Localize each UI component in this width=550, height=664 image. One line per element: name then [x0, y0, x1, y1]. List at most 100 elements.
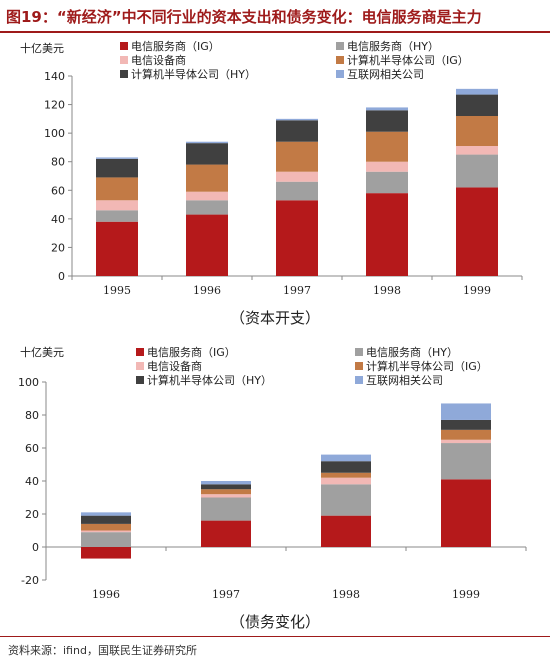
bar-segment-1996-s2: [186, 191, 228, 201]
bar-segment-1998-s3: [321, 472, 371, 478]
legend-label: 计算机半导体公司（IG）: [347, 53, 469, 67]
legend-item: 计算机半导体公司（HY）: [120, 67, 256, 81]
bar-segment-1999-s0: [456, 187, 498, 276]
bar-segment-1999-s3: [441, 429, 491, 440]
legend-item: 电信服务商（HY）: [336, 39, 439, 53]
legend-label: 计算机半导体公司（IG）: [366, 359, 488, 373]
bar-segment-1996-s4: [81, 515, 131, 524]
legend-swatch: [355, 362, 363, 370]
legend-label: 电信服务商（IG）: [131, 39, 220, 53]
bar-segment-1999-s0: [441, 479, 491, 547]
bar-segment-1995-s3: [96, 177, 138, 201]
legend-swatch: [136, 362, 144, 370]
y-tick-label: 20: [51, 241, 65, 254]
bar-segment-1997-s1: [201, 497, 251, 521]
bar-segment-1996-s5: [81, 512, 131, 516]
y-tick-label: 60: [51, 184, 65, 197]
figure-title-bar: 图19：“新经济”中不同行业的资本支出和债务变化：电信服务商是主力: [0, 0, 550, 34]
bar-segment-1996-s3: [81, 523, 131, 531]
legend-label: 互联网相关公司: [347, 67, 424, 81]
bar-segment-1999-s5: [441, 403, 491, 420]
legend-label: 计算机半导体公司（HY）: [147, 373, 272, 387]
legend-item: 电信服务商（IG）: [136, 345, 236, 359]
bar-segment-1999-s2: [441, 439, 491, 444]
bar-segment-1998-s4: [366, 110, 408, 132]
legend-item: 计算机半导体公司（IG）: [336, 53, 469, 67]
bar-segment-1996-s0: [81, 547, 131, 559]
x-tick-label: 1997: [212, 588, 240, 601]
y-tick-label: 0: [58, 270, 65, 283]
legend-label: 互联网相关公司: [366, 373, 443, 387]
bar-segment-1997-s0: [201, 520, 251, 547]
bar-segment-1997-s5: [276, 118, 318, 121]
bar-segment-1998-s2: [366, 161, 408, 172]
bar-segment-1998-s5: [321, 454, 371, 462]
legend-item: 电信设备商: [136, 359, 202, 373]
bar-segment-1998-s1: [366, 171, 408, 194]
bar-segment-1998-s0: [366, 193, 408, 276]
x-tick-label: 1997: [283, 284, 311, 297]
bar-segment-1998-s2: [321, 477, 371, 485]
y-axis-unit-label: 十亿美元: [20, 345, 64, 359]
title-divider: [0, 31, 550, 33]
bar-segment-1998-s0: [321, 515, 371, 547]
bar-segment-1995-s4: [96, 158, 138, 178]
x-tick-label: 1999: [463, 284, 491, 297]
legend-label: 电信设备商: [131, 53, 186, 67]
legend-swatch: [336, 42, 344, 50]
x-tick-label: 1998: [373, 284, 401, 297]
y-tick-label: 60: [25, 442, 39, 455]
bar-segment-1996-s2: [81, 530, 131, 533]
figure-title: 图19：“新经济”中不同行业的资本支出和债务变化：电信服务商是主力: [6, 8, 482, 26]
y-tick-label: -20: [21, 574, 39, 587]
y-tick-label: 100: [44, 127, 65, 140]
debt-chart: 十亿美元 -20 0 20 40 60 80 100 1996 1997 1998 1999 电信服务商…: [18, 345, 527, 631]
bar-segment-1999-s1: [441, 443, 491, 480]
bar-segment-1996-s5: [186, 141, 228, 144]
bar-segment-1999-s3: [456, 116, 498, 146]
bar-segment-1997-s2: [276, 171, 318, 182]
bar-segment-1996-s0: [186, 214, 228, 276]
legend-swatch: [136, 376, 144, 384]
y-tick-label: 20: [25, 508, 39, 521]
bar-segment-1996-s1: [186, 200, 228, 215]
bar-segment-1999-s1: [456, 154, 498, 188]
bar-segment-1997-s4: [201, 484, 251, 490]
legend-swatch: [120, 42, 128, 50]
bar-segment-1998-s3: [366, 131, 408, 162]
legend-swatch: [336, 56, 344, 64]
legend-item: 互联网相关公司: [355, 373, 443, 387]
bar-segment-1997-s5: [201, 481, 251, 485]
legend-swatch: [136, 348, 144, 356]
bar-segment-1999-s5: [456, 88, 498, 95]
legend-item: 电信设备商: [120, 53, 186, 67]
y-tick-label: 100: [18, 376, 39, 389]
capex-chart: 十亿美元 0 20 40 60 80 100 120 140 1995 1996 1997 1998 19…: [20, 39, 523, 327]
y-axis-unit-label: 十亿美元: [20, 41, 64, 55]
legend-item: 电信服务商（HY）: [355, 345, 458, 359]
legend-swatch: [355, 348, 363, 356]
legend-swatch: [120, 70, 128, 78]
legend-item: 电信服务商（IG）: [120, 39, 220, 53]
y-tick-label: 40: [25, 475, 39, 488]
chart-caption: （债务变化）: [230, 613, 320, 631]
bar-segment-1999-s4: [441, 419, 491, 430]
bar-segment-1998-s5: [366, 107, 408, 111]
legend-label: 电信服务商（IG）: [147, 345, 236, 359]
bar-segment-1997-s3: [276, 141, 318, 172]
bar-segment-1998-s1: [321, 484, 371, 516]
x-tick-label: 1998: [332, 588, 360, 601]
bar-segment-1996-s1: [81, 532, 131, 547]
bar-segment-1997-s4: [276, 120, 318, 142]
bar-segment-1997-s2: [201, 494, 251, 498]
y-tick-label: 120: [44, 99, 65, 112]
y-tick-label: 40: [51, 213, 65, 226]
x-tick-label: 1995: [103, 284, 131, 297]
bar-segment-1997-s1: [276, 181, 318, 201]
legend-item: 计算机半导体公司（HY）: [136, 373, 272, 387]
y-tick-label: 80: [51, 156, 65, 169]
bar-segment-1997-s0: [276, 200, 318, 276]
chart-caption: （资本开支）: [230, 309, 320, 327]
bar-segment-1995-s5: [96, 157, 138, 159]
bar-segment-1995-s1: [96, 210, 138, 222]
